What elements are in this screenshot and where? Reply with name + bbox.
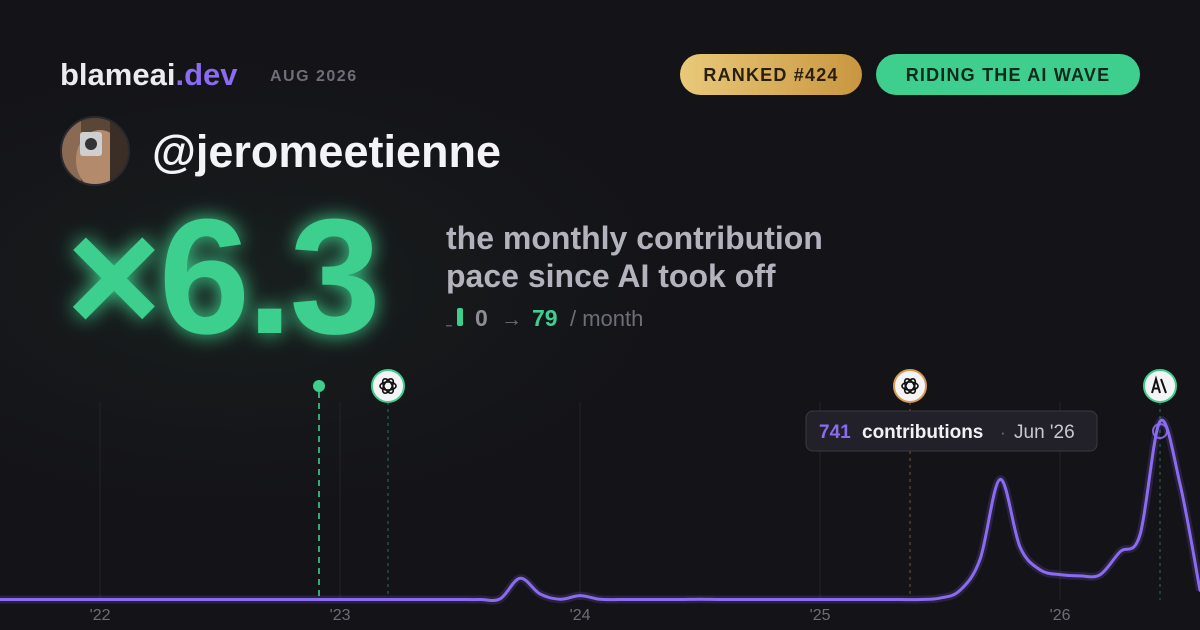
x-tick-label: '26	[1050, 607, 1071, 624]
x-tick-label: '24	[570, 607, 591, 624]
pace-icon-high	[457, 308, 463, 326]
tooltip-box	[805, 410, 1098, 452]
pace-unit: / month	[570, 306, 643, 331]
status-badge[interactable]	[876, 54, 1140, 95]
brand-suffix: .dev	[175, 57, 238, 92]
openai-icon	[371, 369, 405, 403]
tooltip-separator: ·	[1000, 423, 1006, 442]
anthropic-icon	[1143, 369, 1177, 403]
handle[interactable]: @jeromeetienne	[152, 126, 501, 177]
status-badge-text: RIDING THE AI WAVE	[906, 65, 1111, 85]
tooltip-label: contributions	[862, 422, 983, 443]
x-tick-label: '22	[90, 607, 111, 624]
rank-badge[interactable]	[680, 54, 862, 95]
event-dot	[313, 380, 325, 392]
description-line: pace since AI took off	[446, 258, 776, 294]
highlight-ring	[1152, 423, 1168, 439]
series	[0, 416, 1200, 605]
line	[0, 418, 1200, 603]
avatar-ring	[60, 116, 130, 186]
description-line: the monthly contribution	[446, 220, 823, 256]
pace-arrow: →	[501, 308, 522, 331]
openai-icon	[893, 369, 927, 403]
tooltip-value: 741	[819, 422, 851, 443]
date: AUG 2026	[270, 68, 358, 85]
pace-icon-low	[446, 325, 452, 327]
x-tick-label: '23	[330, 607, 351, 624]
brand-name: blameai	[60, 57, 175, 92]
pace-to: 79	[532, 305, 558, 331]
x-tick-label: '25	[810, 607, 831, 624]
tooltip-date: Jun '26	[1014, 422, 1075, 443]
tooltip: 741 contributions · Jun '26	[805, 410, 1098, 452]
rank-badge-text: RANKED #424	[703, 65, 838, 85]
brand: blameai.dev	[60, 57, 238, 92]
pace-from: 0	[475, 305, 488, 331]
multiplier: ×6.3	[66, 185, 378, 368]
